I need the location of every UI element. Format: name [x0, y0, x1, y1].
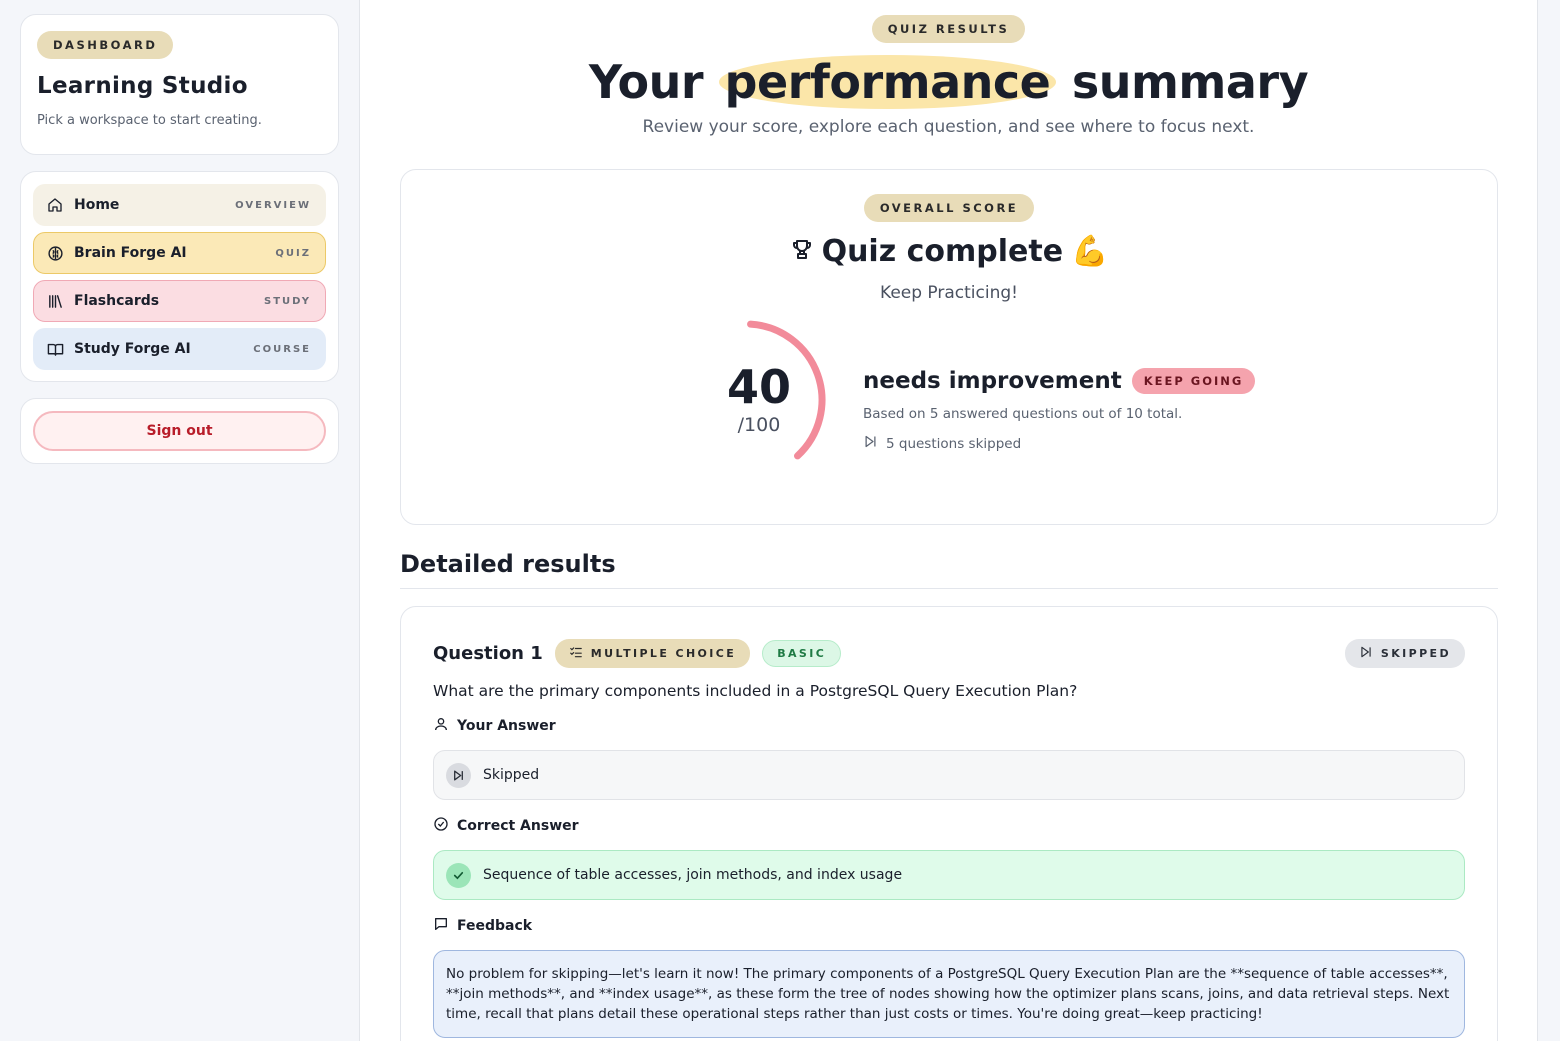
status-text: SKIPPED: [1380, 646, 1451, 660]
question-number: Question 1: [433, 642, 543, 664]
feedback-label-text: Feedback: [457, 918, 533, 934]
score-title: Quiz complete 💪: [401, 234, 1497, 269]
right-gutter: [1538, 0, 1560, 1041]
your-answer-label-text: Your Answer: [457, 718, 556, 734]
check-circle-icon: [433, 816, 449, 836]
brand-card: DASHBOARD Learning Studio Pick a workspa…: [20, 14, 339, 155]
feedback-label: Feedback: [433, 916, 1465, 936]
title-highlight: performance: [718, 55, 1057, 109]
sidebar-item-tag: COURSE: [253, 343, 311, 355]
sidebar-item-tag: OVERVIEW: [235, 199, 311, 211]
performance-level-text: needs improvement: [863, 368, 1122, 394]
message-icon: [433, 916, 449, 936]
score-gauge: 40 /100: [711, 320, 861, 490]
correct-answer-text: Sequence of table accesses, join methods…: [483, 867, 903, 883]
skip-forward-icon: [863, 434, 878, 453]
main-content: QUIZ RESULTS Your performance summary Re…: [360, 0, 1538, 1041]
user-icon: [433, 716, 449, 736]
question-type-badge: MULTIPLE CHOICE: [554, 638, 751, 668]
feedback-box: No problem for skipping—let's learn it n…: [433, 950, 1465, 1038]
skip-forward-icon: [446, 762, 471, 788]
correct-answer-box: Sequence of table accesses, join methods…: [433, 850, 1465, 900]
skip-forward-icon: [1359, 645, 1373, 662]
home-icon: [46, 196, 64, 214]
correct-answer-label: Correct Answer: [433, 816, 1465, 836]
list-checks-icon: [569, 645, 583, 662]
your-answer-text: Skipped: [483, 767, 540, 783]
title-prefix: Your: [588, 55, 704, 109]
hero-header: QUIZ RESULTS Your performance summary Re…: [360, 0, 1537, 137]
title-suffix: summary: [1071, 55, 1309, 109]
score-info: needs improvement KEEP GOING Based on 5 …: [863, 368, 1256, 453]
app-subtitle: Pick a workspace to start creating.: [37, 113, 262, 128]
book-icon: [46, 340, 64, 358]
score-max: /100: [737, 414, 781, 436]
sidebar-item-tag: QUIZ: [275, 247, 311, 259]
skipped-text: 5 questions skipped: [886, 435, 1022, 452]
overall-score-badge: OVERALL SCORE: [863, 194, 1035, 222]
quiz-results-badge: QUIZ RESULTS: [871, 15, 1026, 43]
signout-card: Sign out: [20, 398, 339, 464]
question-text: What are the primary components included…: [433, 682, 1078, 700]
page-subtitle: Review your score, explore each question…: [642, 117, 1255, 137]
sidebar-item-study-forge[interactable]: Study Forge AI COURSE: [33, 328, 326, 370]
question-header: Question 1 MULTIPLE CHOICE BASIC SKIPPED: [433, 638, 1465, 668]
sidebar-item-label: Brain Forge AI: [74, 245, 187, 261]
correct-answer-label-text: Correct Answer: [457, 818, 579, 834]
score-value: 40: [726, 360, 791, 414]
sidebar-item-label: Flashcards: [74, 293, 160, 309]
sidebar: DASHBOARD Learning Studio Pick a workspa…: [0, 0, 360, 1041]
skipped-summary: 5 questions skipped: [863, 434, 1255, 453]
library-icon: [46, 292, 64, 310]
sidebar-item-tag: STUDY: [264, 295, 311, 307]
trophy-icon: [790, 234, 814, 269]
overall-score-card: OVERALL SCORE Quiz complete 💪 Keep Pract…: [400, 169, 1498, 525]
score-value-group: 40 /100: [711, 364, 807, 436]
answered-summary: Based on 5 answered questions out of 10 …: [863, 406, 1183, 422]
question-type-text: MULTIPLE CHOICE: [590, 646, 737, 660]
flexed-biceps-icon: 💪: [1071, 234, 1109, 269]
sidebar-item-brain-forge[interactable]: Brain Forge AI QUIZ: [33, 232, 326, 274]
app-title: Learning Studio: [37, 73, 248, 99]
performance-level: needs improvement KEEP GOING: [863, 368, 1256, 394]
sidebar-item-flashcards[interactable]: Flashcards STUDY: [33, 280, 326, 322]
score-title-text: Quiz complete: [821, 234, 1064, 269]
difficulty-badge: BASIC: [762, 639, 842, 667]
sign-out-button[interactable]: Sign out: [33, 411, 326, 451]
your-answer-box: Skipped: [433, 750, 1465, 800]
sidebar-item-label: Study Forge AI: [74, 341, 191, 357]
score-subtitle: Keep Practicing!: [880, 283, 1018, 303]
brain-icon: [46, 244, 64, 262]
question-card: Question 1 MULTIPLE CHOICE BASIC SKIPPED…: [400, 606, 1498, 1041]
sidebar-item-home[interactable]: Home OVERVIEW: [33, 184, 326, 226]
status-badge: SKIPPED: [1344, 638, 1465, 668]
sidebar-item-label: Home: [74, 197, 120, 213]
dashboard-badge: DASHBOARD: [37, 31, 174, 59]
detailed-results-heading: Detailed results: [400, 550, 1498, 589]
workspace-nav: Home OVERVIEW Brain Forge AI QUIZ Flashc…: [20, 171, 339, 382]
keep-going-badge: KEEP GOING: [1131, 368, 1256, 394]
page-title: Your performance summary: [360, 55, 1537, 109]
check-icon: [446, 862, 471, 888]
score-arc: [747, 320, 826, 460]
your-answer-label: Your Answer: [433, 716, 1465, 736]
